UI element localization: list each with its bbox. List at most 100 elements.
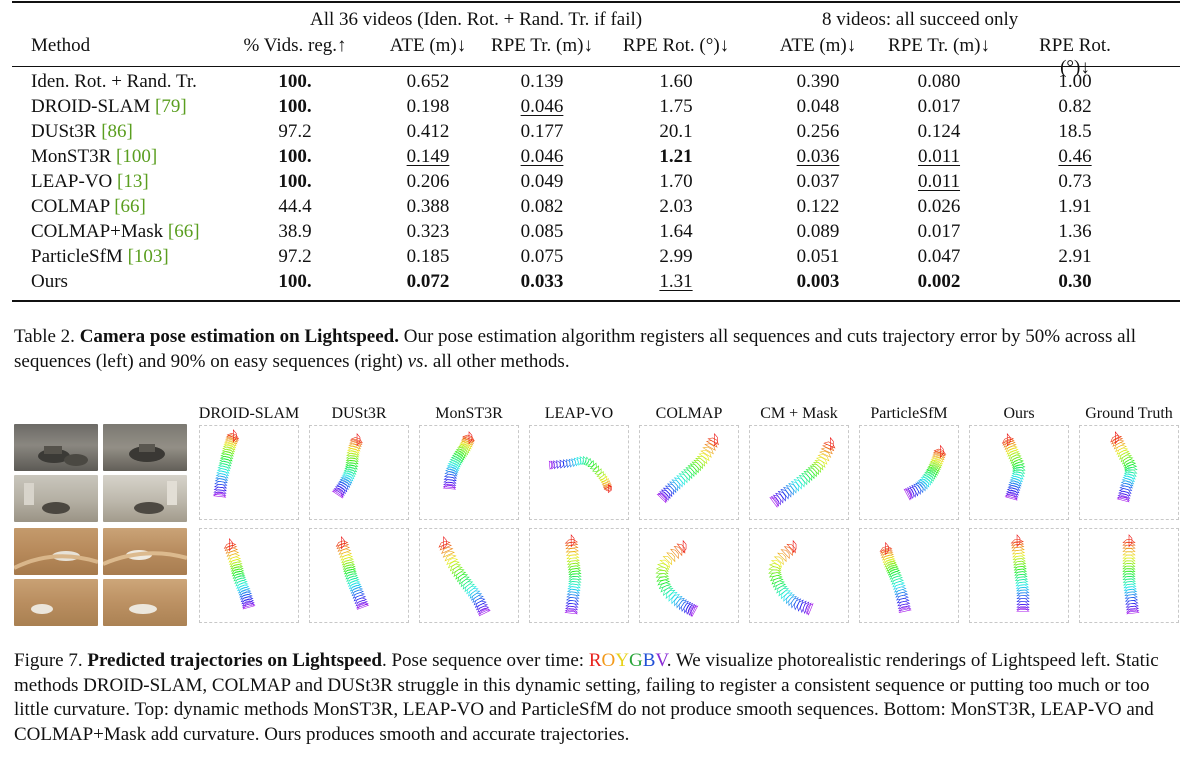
table-cell: 97.2 [278,246,312,267]
citation-link[interactable]: [13] [117,171,149,192]
camera-frustum [1009,478,1023,485]
table-cell: 0.037 [796,171,840,192]
camera-frustum [693,459,703,470]
camera-frustum [911,484,919,497]
table-cell: 0.011 [917,171,961,192]
citation-link[interactable]: [86] [101,121,133,142]
camera-frustum [346,575,359,582]
citation-link[interactable]: [66] [114,196,146,217]
camera-frustum [882,556,896,564]
method-name: DROID-SLAM [79] [31,96,187,118]
camera-frustum [457,574,469,583]
method-name: LEAP-VO [13] [31,171,149,193]
figure-column-label: Ground Truth [1085,405,1173,422]
table-cell: 0.036 [796,146,840,167]
camera-frustum [335,540,349,547]
camera-frustum [1010,456,1023,464]
citation-link[interactable]: [79] [155,96,187,117]
column-header: RPE Rot. (°)↓ [622,35,730,56]
table-cell: 0.089 [796,221,840,242]
camera-frustum [461,436,475,443]
camera-frustum [466,586,477,595]
trajectory-plot [331,433,363,499]
camera-frustum [1124,466,1138,471]
rendering-thumbnail [14,475,98,522]
trajectory-plot [442,431,475,490]
camera-frustum [1123,588,1138,594]
camera-frustum [817,454,830,462]
camera-frustum [666,483,677,494]
camera-frustum [341,536,345,550]
column-header: RPE Tr. (m)↓ [491,35,593,56]
table-cell: 0.046 [520,146,564,167]
trajectory-plot [1110,431,1138,503]
camera-frustum [237,586,251,594]
camera-frustum [346,448,360,454]
trajectory-panel [969,425,1069,520]
trajectory-plot [1001,433,1026,501]
header-rule [12,66,1180,67]
camera-frustum [775,492,784,504]
camera-frustum [230,566,244,572]
camera-frustum [1112,439,1125,447]
trajectory-plot [768,539,814,616]
camera-frustum [879,546,893,552]
camera-frustum [340,554,354,561]
table-cell: 0.198 [406,96,450,117]
table-row: LEAP-VO [13] 100. 0.206 0.049 1.70 0.037 0.011… [12,171,1180,196]
table-row: COLMAP+Mask [66] 38.9 0.323 0.085 1.64 0.089 0… [12,221,1180,246]
camera-frustum [1016,608,1030,612]
table-cell: 0.30 [1058,271,1092,292]
camera-frustum [819,450,832,458]
table-cell: 1.00 [1058,71,1092,92]
camera-frustum [707,437,720,446]
column-header: Method [31,35,91,56]
camera-frustum [1010,475,1023,483]
table-row: DUSt3R [86] 97.2 0.412 0.177 20.1 0.256 0.124 1… [12,121,1180,146]
camera-frustum [353,594,367,602]
table-caption-label: Table 2. [14,326,80,347]
camera-frustum [338,548,352,555]
camera-frustum [568,578,582,583]
figure-caption-label: Figure 7. [14,650,88,671]
table-cell: 0.017 [917,96,961,117]
camera-frustum [676,475,685,486]
camera-frustum [565,548,579,553]
camera-frustum [219,455,233,462]
trajectory-plot [564,534,582,615]
roygbv-letter: B [642,650,656,671]
camera-frustum [342,472,355,480]
camera-frustum [230,563,244,570]
camera-frustum [439,543,452,551]
citation-link[interactable]: [66] [167,221,200,242]
camera-frustum [1011,473,1024,480]
camera-frustum [451,566,463,575]
citation-link[interactable]: [103] [127,246,169,267]
camera-frustum [347,577,360,585]
camera-frustum [356,603,370,610]
camera-frustum [563,459,568,469]
table-cell: 97.2 [278,121,312,142]
camera-frustum [917,480,928,490]
camera-frustum [355,599,369,607]
column-header: % Vids. reg.↑ [243,35,347,56]
camera-frustum [1120,454,1132,463]
camera-frustum [783,592,793,602]
camera-frustum [685,467,695,478]
method-label: MonST3R [31,146,116,167]
camera-frustum [1016,592,1030,597]
camera-frustum [885,541,889,556]
camera-frustum [907,487,915,500]
camera-frustum [664,485,675,496]
camera-frustum [343,468,357,475]
camera-frustum [603,485,612,492]
top-rule [12,1,1180,3]
camera-frustum [1014,573,1028,579]
camera-frustum [568,567,582,573]
figure-column-label: DROID-SLAM [198,405,300,422]
camera-frustum [240,596,254,603]
citation-link[interactable]: [100] [116,146,158,167]
table-cell: 1.75 [659,96,693,117]
camera-frustum [657,579,671,586]
table-cell: 1.36 [1058,221,1092,242]
